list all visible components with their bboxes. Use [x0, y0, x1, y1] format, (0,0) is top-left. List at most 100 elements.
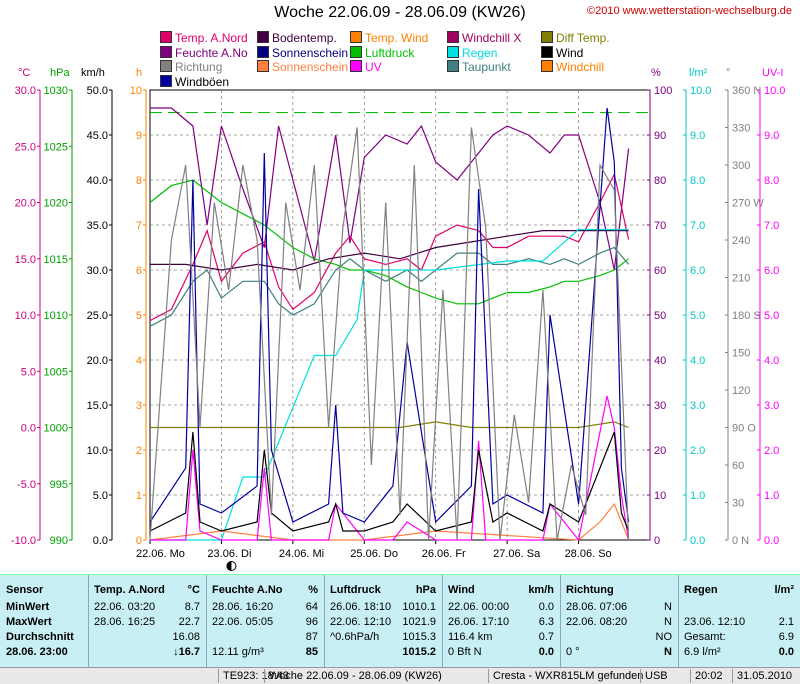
legend-label: Bodentemp.: [272, 31, 337, 45]
axis-tick-label: 2: [136, 445, 142, 457]
legend-swatch: [257, 31, 269, 43]
stats-column: Richtung 28.06. 07:06 N 22.06. 08:20 N NO 0 ° N: [560, 575, 679, 667]
legend-label: Temp. Wind: [365, 31, 429, 45]
stats-row-value: ↓16.7: [173, 646, 200, 658]
stats-row-value: 16.08: [172, 631, 200, 643]
stats-row-value: N: [664, 601, 672, 613]
stats-column: Sensor MinWert MaxWert Durchschnitt 28.06. 2…: [0, 575, 89, 667]
axis-unit-temp: °C: [18, 67, 31, 79]
axis-tick-label: 50.0: [87, 85, 108, 97]
legend-item: Luftdruck: [350, 45, 415, 60]
axis-tick-label: 100: [654, 85, 672, 97]
axis-tick-label: 90 O: [732, 423, 756, 435]
axis-tick-label: 1: [136, 490, 142, 502]
axis-tick-label: 0: [654, 535, 660, 547]
stats-row-value: 0.0: [538, 601, 554, 613]
legend-swatch: [350, 60, 362, 72]
axis-tick-label: 1000: [44, 423, 68, 435]
axis-tick-label: 10: [130, 85, 142, 97]
axis-unit-deg: °: [726, 67, 731, 79]
status-bar-cell: 20:02: [690, 669, 727, 683]
stats-row-value: 8.7: [184, 601, 200, 613]
axis-tick-label: 10.0: [15, 310, 36, 322]
legend-item: Temp. A.Nord: [160, 31, 248, 45]
x-tick-label: 27.06. Sa: [493, 548, 541, 560]
legend-label: Luftdruck: [365, 45, 415, 60]
stats-row-time: 12.11 g/m³: [212, 646, 264, 658]
axis-tick-label: 25.0: [87, 310, 108, 322]
axis-tick-label: 30.0: [15, 85, 36, 97]
status-bar-cell: 31.05.2010: [732, 669, 796, 683]
legend-label: Windchill X: [462, 31, 522, 45]
axis-tick-label: 9: [136, 130, 142, 142]
stats-row-value: 0.7: [538, 631, 554, 643]
legend-item: Diff Temp.: [541, 31, 610, 45]
stats-row-value: N: [664, 646, 672, 658]
legend-swatch: [541, 31, 553, 43]
axis-tick-label: 3.0: [690, 400, 705, 412]
axis-tick-label: 5.0: [690, 310, 705, 322]
stats-row-label: MinWert: [6, 601, 50, 613]
series-line-feuchte-a-no: [150, 107, 630, 271]
legend-label: Feuchte A.No: [175, 45, 248, 60]
stats-header: Temp. A.Nord: [94, 584, 165, 596]
stats-row-time: 26.06. 17:10: [448, 616, 510, 628]
axis-tick-label: 8.0: [764, 175, 779, 187]
axis-tick-label: 6.0: [764, 265, 779, 277]
series-line-windb-en: [149, 107, 630, 524]
stats-unit: °C: [187, 584, 200, 596]
series-line-bodentemp-: [150, 230, 629, 271]
legend-item: UV: [350, 60, 382, 74]
legend-swatch: [447, 45, 459, 58]
stats-row-time: 116.4 km: [448, 631, 493, 643]
legend-swatch: [447, 60, 459, 72]
axis-tick-label: 3: [136, 400, 142, 412]
axis-tick-label: 120: [732, 385, 750, 397]
legend-item: Regen: [447, 45, 497, 60]
axis-tick-label: 300: [732, 160, 750, 172]
axis-unit-hpa: hPa: [50, 67, 70, 79]
axis-tick-label: 20.0: [15, 198, 36, 210]
axis-tick-label: 1030: [44, 85, 68, 97]
axis-tick-label: 15.0: [87, 400, 108, 412]
axis-tick-label: 25.0: [15, 141, 36, 153]
stats-row-time: 22.06. 12:10: [330, 616, 392, 628]
axis-tick-label: 10.0: [764, 85, 785, 97]
legend-swatch: [257, 60, 269, 72]
stats-row-value: 0.0: [538, 646, 554, 658]
stats-unit: hPa: [415, 584, 436, 596]
axis-tick-label: 5.0: [764, 310, 779, 322]
stats-row-time: 28.06. 16:25: [94, 616, 156, 628]
stats-header: Richtung: [566, 584, 614, 596]
legend-swatch: [160, 45, 172, 58]
series-line-regen: [150, 228, 629, 541]
axis-tick-label: 4.0: [764, 355, 779, 367]
series-line-luftdruck: [149, 179, 629, 305]
axis-tick-label: 7.0: [690, 220, 705, 232]
x-tick-label: 23.06. Di: [207, 548, 251, 560]
stats-row-value: 1010.1: [402, 601, 436, 613]
stats-row-time: 0 °: [566, 646, 580, 658]
stats-row-time: ^0.6hPa/h: [330, 631, 380, 643]
axis-tick-label: 5: [136, 310, 142, 322]
axis-tick-label: 30: [654, 400, 666, 412]
axis-tick-label: 20.0: [87, 355, 108, 367]
axis-unit-uv: UV-I: [762, 67, 784, 79]
legend-item: Temp. Wind: [350, 31, 428, 45]
axis-tick-label: 60: [732, 460, 744, 472]
stats-row-time: 28.06. 07:06: [566, 601, 628, 613]
series-line-uv: [150, 395, 630, 542]
axis-tick-label: 0.0: [690, 535, 705, 547]
status-bar-cell: USB: [640, 669, 672, 683]
legend-swatch: [257, 45, 269, 58]
axis-tick-label: 10: [654, 490, 666, 502]
axis-tick-label: 35.0: [87, 220, 108, 232]
chart-canvas: 30.025.020.015.010.05.00.0-5.0-10.010301…: [11, 85, 785, 571]
stats-column: Feuchte A.No% 28.06. 16:20 64 22.06. 05:05 9…: [206, 575, 325, 667]
stats-row-value: 1021.9: [402, 616, 436, 628]
axis-tick-label: 6: [136, 265, 142, 277]
stats-header: Regen: [684, 584, 718, 596]
stats-row-label: 28.06. 23:00: [6, 646, 68, 658]
axis-tick-label: 90: [654, 130, 666, 142]
legend-label: Sonnenschein: [272, 60, 349, 74]
